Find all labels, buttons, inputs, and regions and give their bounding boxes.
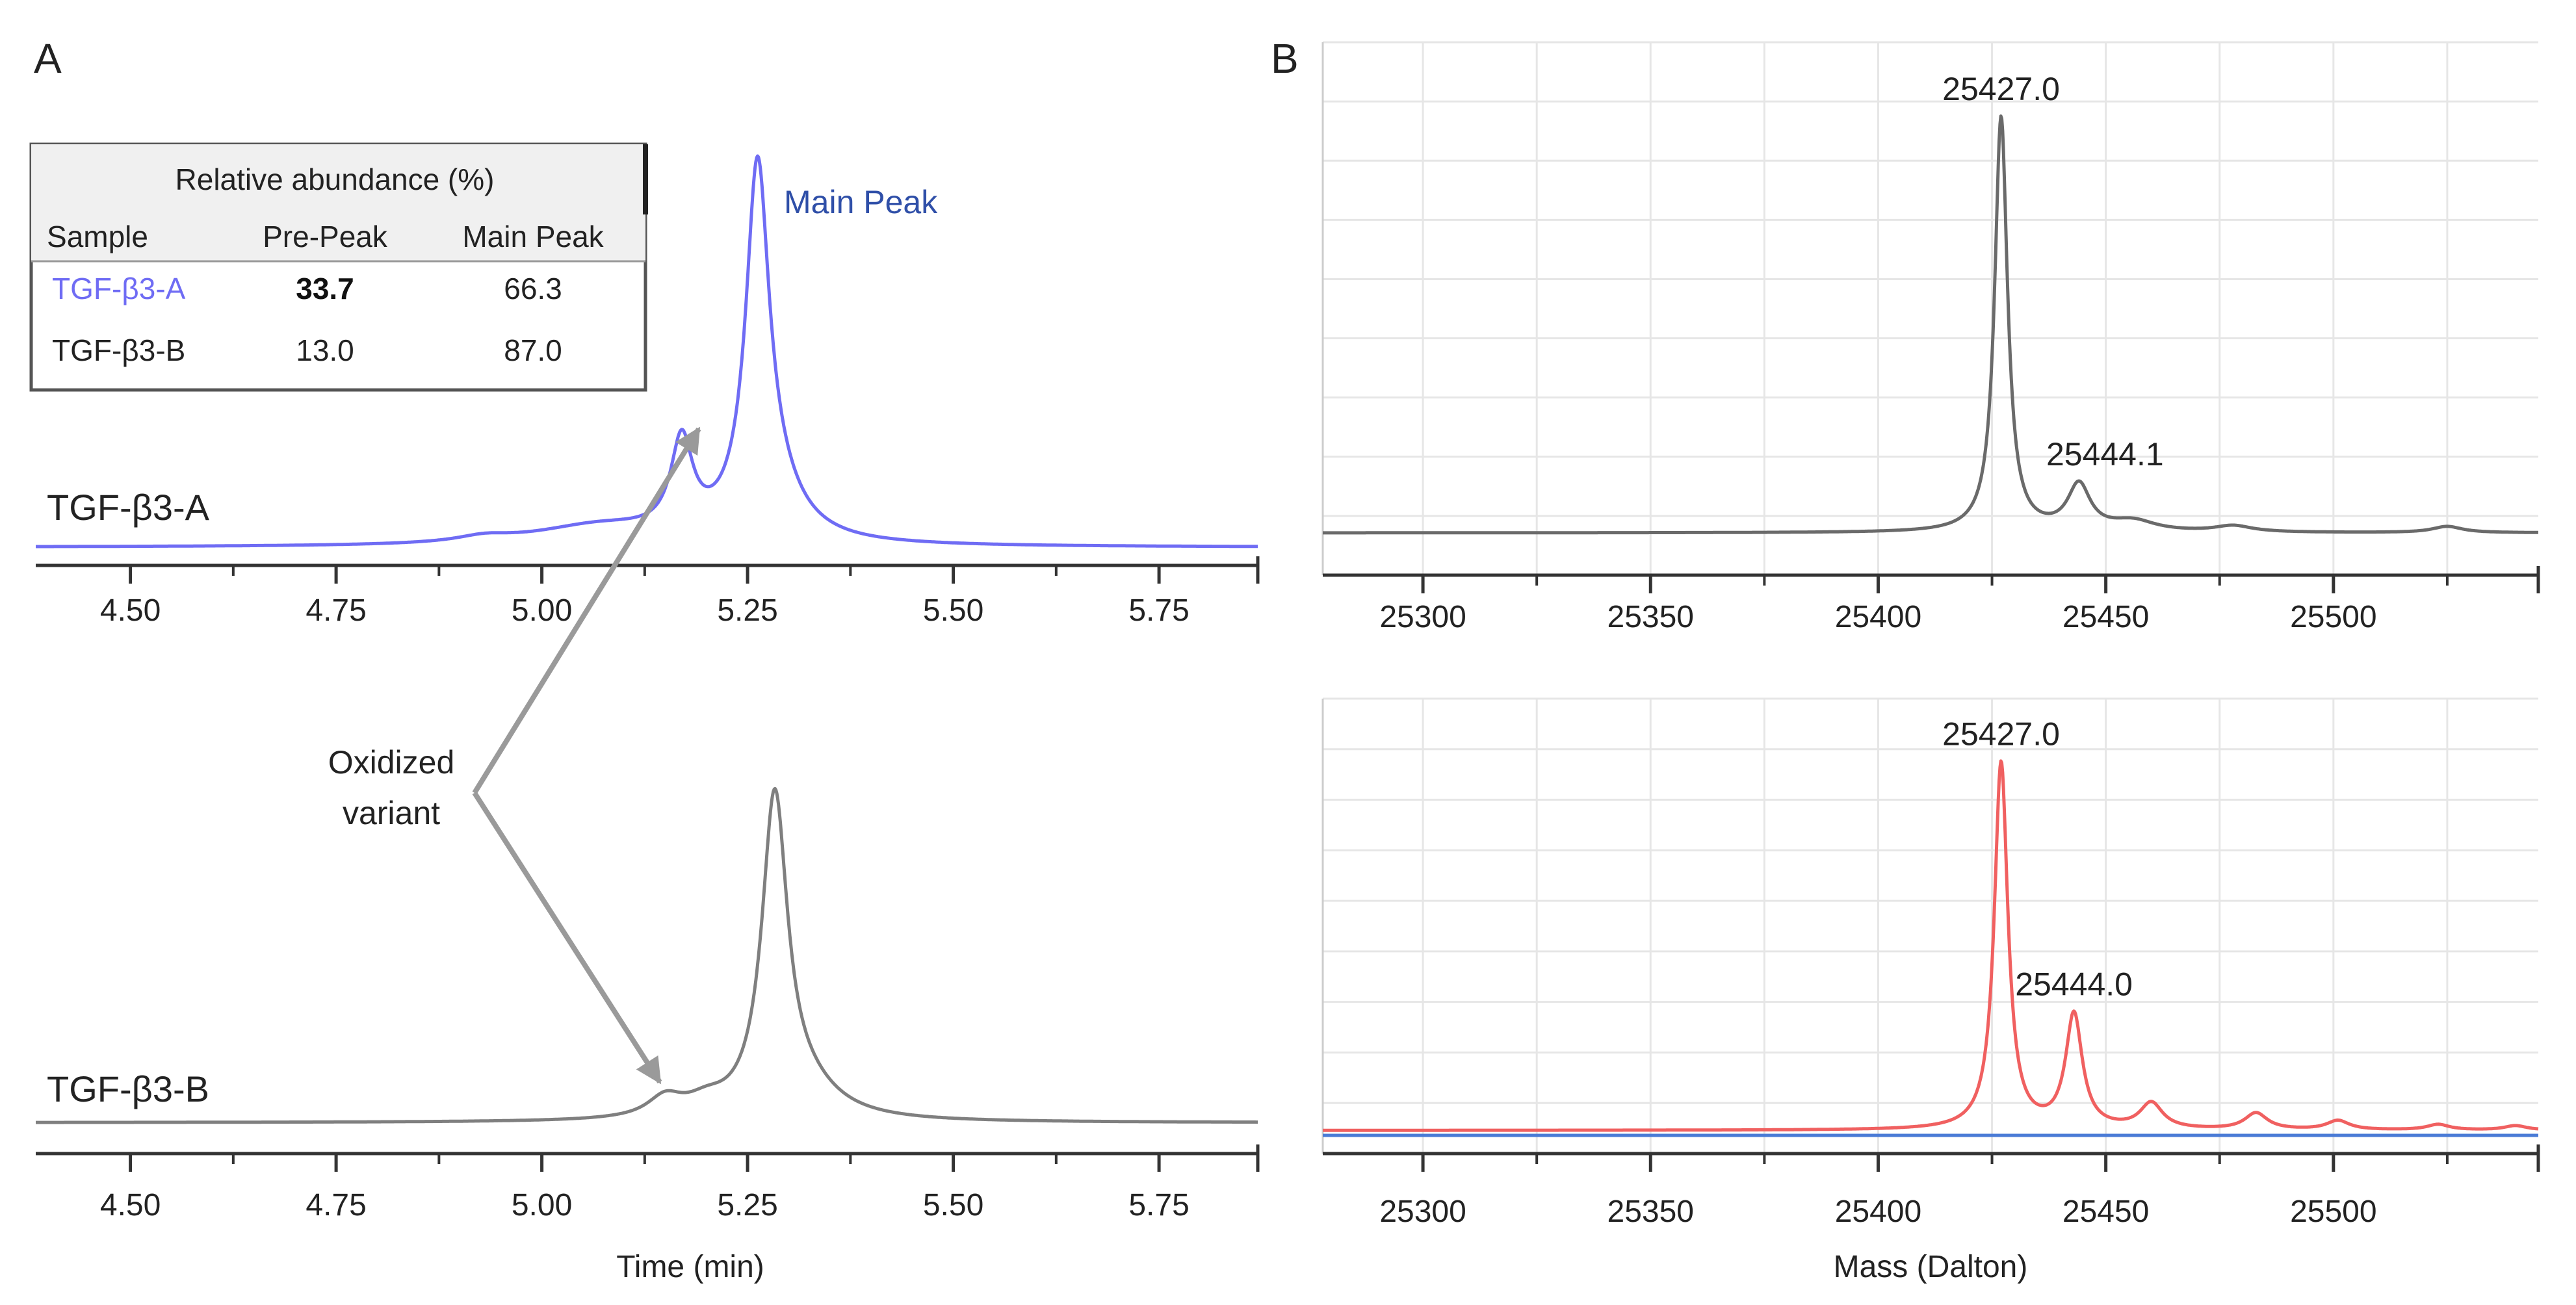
abundance-table: Relative abundance (%) Sample Pre-Peak M… <box>29 142 648 392</box>
x-tick-label: 5.25 <box>717 593 777 628</box>
mass-spectrum-top: 25300 25350 25400 25450 25500 25427.0 25444.1 <box>1321 41 2540 634</box>
oxidized-label-line2: variant <box>343 795 440 831</box>
sample-label-b: TGF-β3-B <box>47 1068 209 1109</box>
sample-label-a: TGF-β3-A <box>47 487 210 528</box>
peak-label: 25427.0 <box>1942 71 2060 107</box>
x-tick-label: 4.50 <box>100 593 161 628</box>
x-tick-label: 4.75 <box>306 593 366 628</box>
table-header-main-peak: Main Peak <box>462 220 604 253</box>
chromatogram-a: 4.50 4.75 5.00 5.25 5.50 5.75 <box>34 154 1260 628</box>
peak-label: 25427.0 <box>1942 716 2060 752</box>
x-tick-label: 25300 <box>1379 1195 1466 1229</box>
x-tick-label: 4.50 <box>100 1188 161 1222</box>
table-row-b-main-peak: 87.0 <box>504 333 562 367</box>
x-tick-label: 5.50 <box>923 593 983 628</box>
x-tick-label: 25400 <box>1835 1195 1921 1229</box>
x-tick-label: 25500 <box>2290 600 2376 634</box>
x-tick-label: 25300 <box>1379 600 1466 634</box>
x-tick-label: 25400 <box>1835 600 1921 634</box>
x-tick-label: 5.00 <box>512 593 572 628</box>
main-peak-annotation: Main Peak <box>784 184 938 220</box>
x-tick-label: 25500 <box>2290 1195 2376 1229</box>
arrow-to-pre-peak-b <box>472 791 662 1085</box>
x-tick-label: 5.25 <box>717 1188 777 1222</box>
table-row-b-pre-peak: 13.0 <box>296 333 354 367</box>
x-tick-label: 5.00 <box>512 1188 572 1222</box>
peak-label: 25444.0 <box>2015 966 2133 1003</box>
x-tick-label: 25450 <box>2062 1195 2149 1229</box>
mass-spectrum-bottom: 25300 25350 25400 25450 25500 25427.0 25444.0 <box>1321 697 2540 1229</box>
panel-label-a: A <box>34 35 62 82</box>
x-tick-label: 5.75 <box>1128 1188 1189 1222</box>
peak-label: 25444.1 <box>2046 436 2164 472</box>
table-row-b-sample: TGF-β3-B <box>52 333 185 367</box>
x-tick-label: 4.75 <box>306 1188 366 1222</box>
table-row-a-main-peak: 66.3 <box>504 272 562 305</box>
table-header-pre-peak: Pre-Peak <box>263 220 388 253</box>
x-axis-label-mass: Mass (Dalton) <box>1834 1250 2028 1284</box>
x-tick-label: 25350 <box>1607 1195 1694 1229</box>
panel-label-b: B <box>1271 35 1299 82</box>
grid <box>1321 697 2538 1155</box>
arrow-to-pre-peak-a <box>472 426 701 795</box>
table-header-sample: Sample <box>47 220 148 253</box>
x-tick-label: 25450 <box>2062 600 2149 634</box>
oxidized-label-line1: Oxidized <box>328 744 455 781</box>
chromatogram-b: 4.50 4.75 5.00 5.25 5.50 5.75 <box>34 786 1260 1222</box>
x-tick-label: 25350 <box>1607 600 1694 634</box>
table-row-a-sample: TGF-β3-A <box>52 272 186 305</box>
series-line <box>1321 114 2540 535</box>
series-line <box>34 786 1259 1124</box>
table-row-a-pre-peak: 33.7 <box>296 272 354 305</box>
series-line <box>1321 759 2540 1132</box>
x-tick-label: 5.50 <box>923 1188 983 1222</box>
x-axis-label-time: Time (min) <box>616 1250 764 1284</box>
grid <box>1321 41 2538 576</box>
table-title: Relative abundance (%) <box>176 162 495 196</box>
x-tick-label: 5.75 <box>1128 593 1189 628</box>
